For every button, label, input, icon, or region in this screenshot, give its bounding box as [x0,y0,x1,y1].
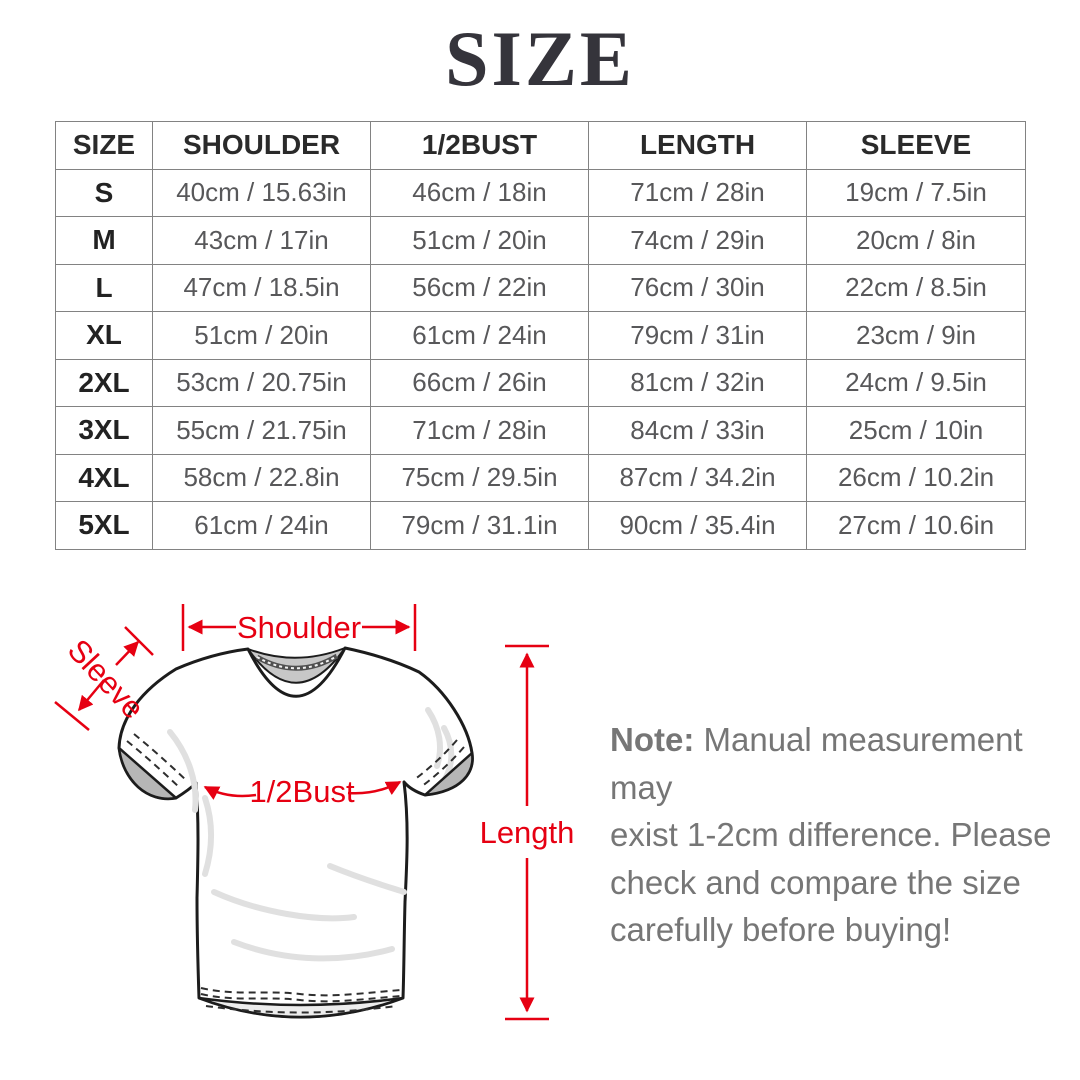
column-header-length: LENGTH [588,121,807,170]
cell-size: 3XL [55,406,153,455]
cell-bust: 71cm / 28in [370,406,589,455]
size-table: SIZE SHOULDER 1/2BUST LENGTH SLEEVE S 40… [55,121,1026,550]
cell-shoulder: 51cm / 20in [152,311,371,360]
note-text: Note: Manual measurement may exist 1-2cm… [610,716,1060,954]
cell-bust: 46cm / 18in [370,168,589,217]
cell-bust: 75cm / 29.5in [370,453,589,502]
table-row-5xl: 5XL 61cm / 24in 79cm / 31.1in 90cm / 35.… [55,501,1026,550]
column-header-shoulder: SHOULDER [152,121,371,170]
table-row-m: M 43cm / 17in 51cm / 20in 74cm / 29in 20… [55,216,1026,265]
hem-band [198,996,404,1019]
cell-shoulder: 40cm / 15.63in [152,168,371,217]
left-cuff [117,746,178,800]
cell-shoulder: 55cm / 21.75in [152,406,371,455]
right-cuff [423,751,474,797]
table-row-xl: XL 51cm / 20in 61cm / 24in 79cm / 31in 2… [55,311,1026,360]
cell-shoulder: 58cm / 22.8in [152,453,371,502]
cell-size: S [55,168,153,217]
cell-length: 79cm / 31in [588,311,807,360]
cell-length: 90cm / 35.4in [588,501,807,550]
table-header-row: SIZE SHOULDER 1/2BUST LENGTH SLEEVE [55,121,1026,170]
cell-shoulder: 61cm / 24in [152,501,371,550]
cell-sleeve: 20cm / 8in [806,216,1026,265]
cell-sleeve: 24cm / 9.5in [806,358,1026,407]
tshirt-graphic [117,646,474,1019]
page-title: SIZE [445,15,635,102]
table-row-2xl: 2XL 53cm / 20.75in 66cm / 26in 81cm / 32… [55,358,1026,407]
cell-sleeve: 22cm / 8.5in [806,263,1026,312]
cell-sleeve: 26cm / 10.2in [806,453,1026,502]
shoulder-label: Shoulder [237,610,361,645]
cell-sleeve: 23cm / 9in [806,311,1026,360]
note-line: check and compare the size [610,863,1021,901]
cell-size: 5XL [55,501,153,550]
cell-size: M [55,216,153,265]
tshirt-measurement-diagram: Shoulder Sleeve 1/2Bust Length [54,604,575,1021]
cell-bust: 56cm / 22in [370,263,589,312]
cell-length: 76cm / 30in [588,263,807,312]
cell-shoulder: 53cm / 20.75in [152,358,371,407]
cell-sleeve: 25cm / 10in [806,406,1026,455]
table-row-s: S 40cm / 15.63in 46cm / 18in 71cm / 28in… [55,168,1026,217]
cell-size: L [55,263,153,312]
column-header-size: SIZE [55,121,153,170]
bust-measure-arrow: 1/2Bust [203,774,402,809]
cell-bust: 79cm / 31.1in [370,501,589,550]
length-measure-arrow: Length [480,644,575,1021]
cell-bust: 66cm / 26in [370,358,589,407]
cell-shoulder: 47cm / 18.5in [152,263,371,312]
table-row-3xl: 3XL 55cm / 21.75in 71cm / 28in 84cm / 33… [55,406,1026,455]
cell-length: 71cm / 28in [588,168,807,217]
table-row-l: L 47cm / 18.5in 56cm / 22in 76cm / 30in … [55,263,1026,312]
cell-length: 81cm / 32in [588,358,807,407]
note-line: carefully before buying! [610,911,952,948]
table-row-4xl: 4XL 58cm / 22.8in 75cm / 29.5in 87cm / 3… [55,453,1026,502]
cell-length: 87cm / 34.2in [588,453,807,502]
note-line: Note: Manual measurement may [610,721,1023,806]
cell-sleeve: 27cm / 10.6in [806,501,1026,550]
collar [247,647,346,684]
cell-size: 2XL [55,358,153,407]
bust-label: 1/2Bust [249,774,355,809]
column-header-sleeve: SLEEVE [806,121,1026,170]
cell-size: XL [55,311,153,360]
wrinkle-shading [202,795,214,877]
cell-size: 4XL [55,453,153,502]
length-label: Length [480,815,575,850]
note-line: exist 1-2cm difference. Please [610,816,1052,853]
cell-sleeve: 19cm / 7.5in [806,168,1026,217]
cell-length: 74cm / 29in [588,216,807,265]
cell-bust: 61cm / 24in [370,311,589,360]
shoulder-measure-arrow: Shoulder [181,604,417,651]
sleeve-label: Sleeve [61,632,151,725]
note-bold-label: Note: [610,721,695,758]
column-header-bust: 1/2BUST [370,121,589,170]
cell-length: 84cm / 33in [588,406,807,455]
cell-bust: 51cm / 20in [370,216,589,265]
cell-shoulder: 43cm / 17in [152,216,371,265]
